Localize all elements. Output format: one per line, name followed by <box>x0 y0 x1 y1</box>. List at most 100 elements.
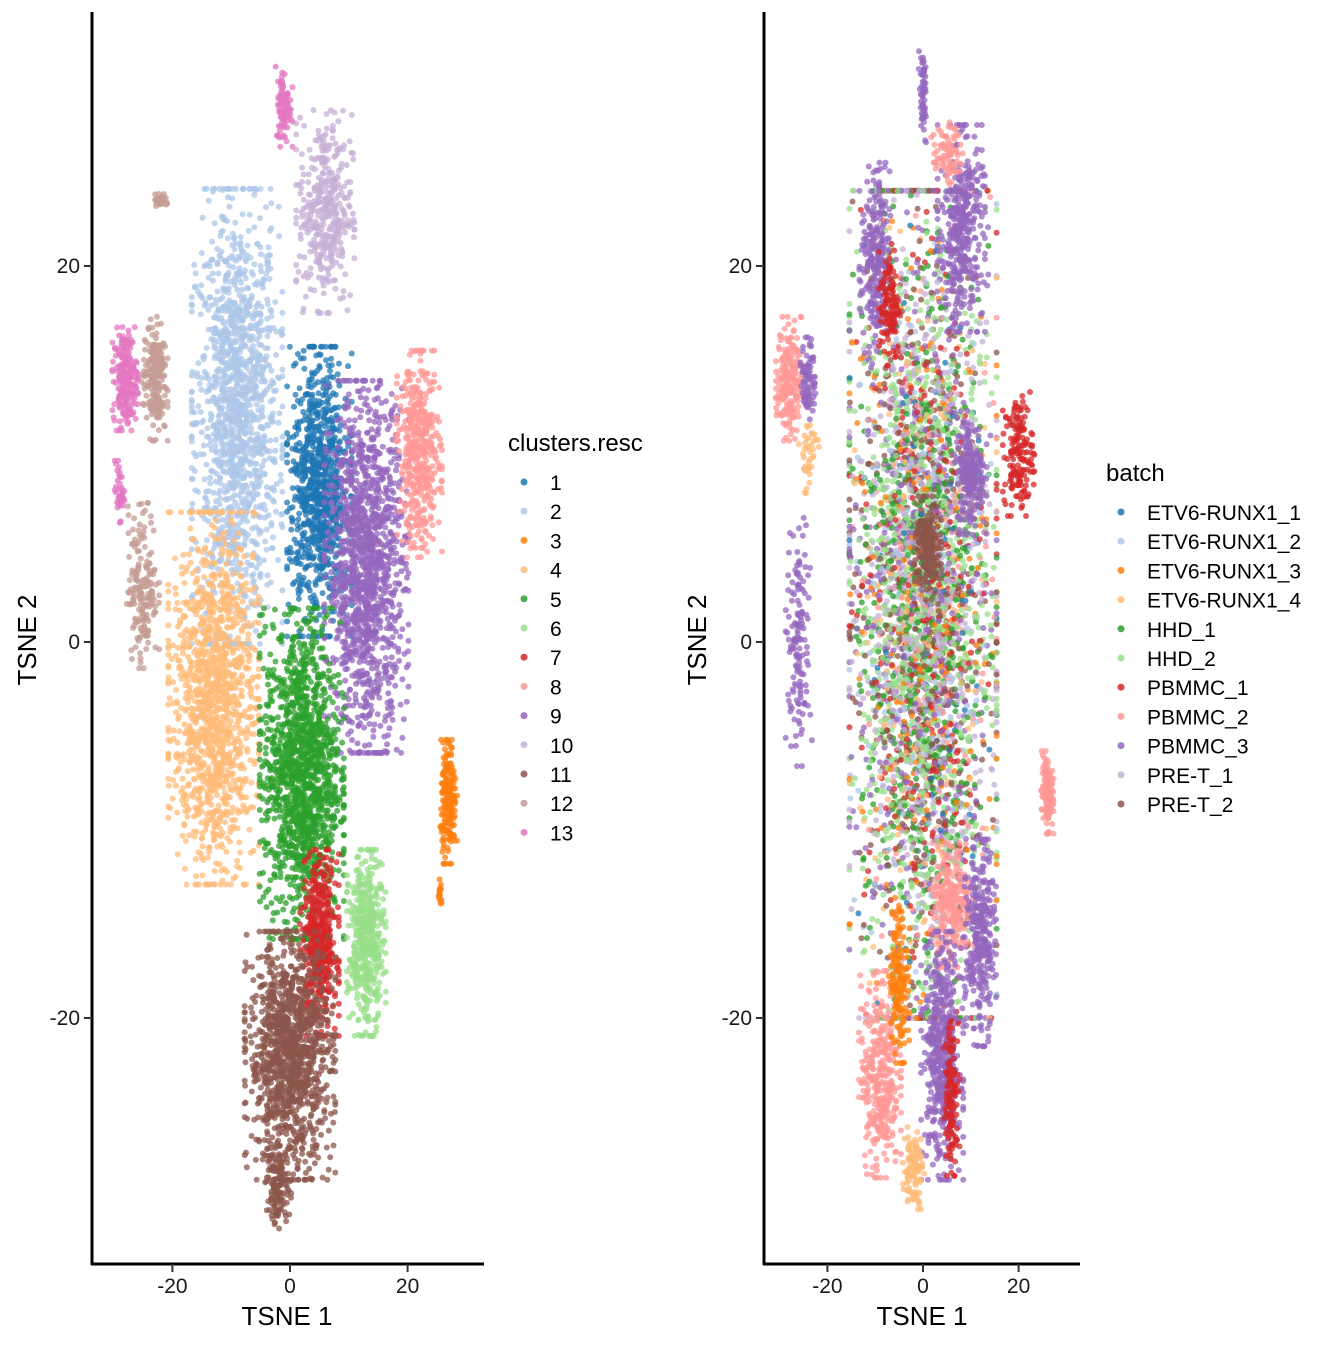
data-point <box>364 547 371 554</box>
data-point <box>188 372 195 379</box>
data-point <box>130 409 137 416</box>
data-point <box>189 500 196 507</box>
data-point <box>324 266 331 273</box>
data-point <box>201 263 208 270</box>
data-point <box>143 633 150 639</box>
data-point <box>205 197 212 204</box>
data-point <box>214 401 220 408</box>
data-point <box>393 467 399 474</box>
data-point <box>125 589 132 596</box>
data-point <box>351 417 358 424</box>
data-point <box>321 455 328 462</box>
data-point <box>276 94 283 101</box>
data-point <box>382 506 389 513</box>
data-point <box>329 584 336 591</box>
data-point <box>284 499 291 506</box>
data-point <box>124 368 131 375</box>
data-point <box>268 367 275 374</box>
data-point <box>247 472 254 479</box>
data-point <box>348 350 355 357</box>
data-point <box>304 439 311 446</box>
data-point <box>333 516 339 523</box>
data-point <box>312 137 319 144</box>
data-point <box>188 475 195 482</box>
data-point <box>349 672 356 679</box>
data-point <box>224 458 231 465</box>
data-point <box>272 63 279 70</box>
data-point <box>341 638 348 645</box>
data-point <box>125 418 132 425</box>
data-point <box>225 194 231 201</box>
data-point <box>296 440 303 446</box>
data-point <box>218 406 224 413</box>
data-point <box>300 355 307 362</box>
data-point <box>122 377 129 384</box>
data-point <box>295 590 302 597</box>
data-point <box>289 84 296 91</box>
data-point <box>332 343 339 350</box>
data-point <box>314 462 320 469</box>
data-point <box>329 135 336 142</box>
data-point <box>243 258 249 265</box>
data-point <box>244 242 251 249</box>
data-point <box>116 418 123 425</box>
data-point <box>269 496 276 503</box>
data-point <box>374 612 380 619</box>
data-point <box>252 311 259 318</box>
data-point <box>349 543 356 550</box>
data-point <box>206 382 213 388</box>
data-point <box>295 595 302 602</box>
data-point <box>116 427 123 434</box>
data-point <box>389 406 396 413</box>
data-point <box>326 463 333 470</box>
data-point <box>322 164 328 171</box>
data-point <box>333 489 340 496</box>
data-point <box>422 528 429 535</box>
data-point <box>323 125 330 132</box>
data-point <box>224 235 231 242</box>
data-point <box>138 379 145 385</box>
data-point <box>392 580 399 587</box>
data-point <box>305 171 312 178</box>
data-point <box>290 581 296 588</box>
data-point <box>253 401 260 408</box>
data-point <box>280 116 287 123</box>
data-point <box>333 550 340 557</box>
data-point <box>353 470 360 477</box>
data-point <box>244 604 251 611</box>
data-point <box>293 214 300 221</box>
data-point <box>349 210 356 217</box>
data-point <box>126 601 133 608</box>
data-point <box>207 480 214 487</box>
data-point <box>227 427 234 434</box>
data-point <box>261 514 268 521</box>
data-point <box>309 480 315 487</box>
data-point <box>229 252 236 259</box>
data-point <box>240 333 247 340</box>
data-point <box>398 749 405 756</box>
data-point <box>359 563 366 570</box>
data-point <box>236 448 243 455</box>
data-point <box>244 518 251 525</box>
data-point <box>286 113 293 120</box>
data-point <box>264 345 271 352</box>
data-point <box>297 114 304 121</box>
data-point <box>265 244 272 251</box>
data-point <box>360 468 367 475</box>
data-point <box>109 407 116 414</box>
data-point <box>343 501 350 508</box>
data-point <box>272 299 279 305</box>
data-point <box>370 733 377 740</box>
data-point <box>295 516 302 523</box>
data-point <box>252 373 259 380</box>
data-point <box>197 409 204 415</box>
data-point <box>267 307 274 313</box>
data-point <box>214 460 221 467</box>
data-point <box>126 389 133 396</box>
data-point <box>188 308 195 315</box>
data-point <box>122 361 129 368</box>
data-point <box>353 377 360 384</box>
data-point <box>392 514 399 521</box>
data-point <box>131 515 138 522</box>
data-point <box>378 675 385 682</box>
